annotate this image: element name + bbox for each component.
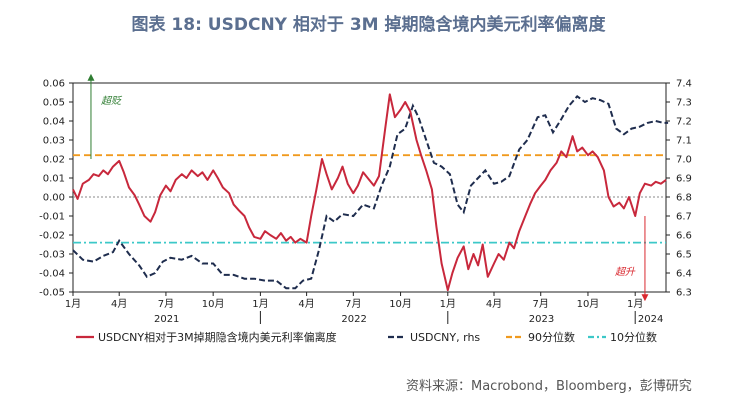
x-tick-label: 7月 [533,298,549,310]
right-tick-label: 6.9 [676,174,692,185]
left-tick-label: 0.03 [43,136,65,147]
left-tick-label: 0.05 [43,98,65,109]
right-axis: 7.4 7.3 7.2 7.1 7.0 6.9 6.8 6.7 6.6 6.5 6.4 6.3 [666,79,692,299]
legend: USDCNY相对于3M掉期隐含境内美元利率偏离度 USDCNY, rhs 90分位数… [76,330,657,344]
left-tick-label: -0.03 [39,250,65,261]
left-tick-label: -0.04 [39,269,65,280]
usdcny-series-line [72,94,669,290]
x-tick-label: 1月 [65,298,81,310]
right-tick-label: 7.2 [676,117,692,128]
deviation-series-line [72,93,667,292]
x-tick-label: 1月 [440,298,456,310]
left-tick-label: -0.05 [39,288,65,299]
x-tick-label: 1月 [252,298,268,310]
right-tick-label: 6.7 [676,212,692,223]
left-tick-label: 0.01 [43,174,65,185]
x-tick-label: 7月 [345,298,361,310]
right-tick-label: 6.4 [676,269,692,280]
chart-title: 图表 18: USDCNY 相对于 3M 掉期隐含境内美元利率偏离度 [131,15,606,35]
x-tick-label: 10月 [389,298,412,310]
rich-annotation: 超贬 [101,95,123,107]
year-label: 2021 [154,314,179,325]
left-axis: 0.06 0.05 0.04 0.03 0.02 0.01 0.00 -0.01 -0.02 -0… [39,79,73,299]
x-tick-label: 7月 [158,298,174,310]
cheap-annotation: 超升 [615,266,636,278]
legend-label: 10分位数 [610,330,657,344]
legend-label: 90分位数 [528,330,575,344]
year-labels: 2021 2022 2023 2024 [154,311,663,325]
left-tick-label: 0.00 [43,193,65,204]
x-tick-label: 4月 [298,298,314,310]
left-tick-label: -0.01 [39,212,65,223]
x-tick-label: 1月 [627,298,643,310]
year-label: 2024 [638,314,663,325]
plot-frame [72,82,667,293]
left-tick-label: 0.06 [43,79,65,90]
series-lines [72,93,669,292]
right-tick-label: 7.4 [676,79,692,90]
x-tick-label: 4月 [111,298,127,310]
year-label: 2023 [529,314,554,325]
year-label: 2022 [341,314,366,325]
legend-label: USDCNY相对于3M掉期隐含境内美元利率偏离度 [98,330,337,344]
left-tick-label: 0.04 [43,117,65,128]
x-tick-label: 10月 [202,298,225,310]
left-tick-label: 0.02 [43,155,65,166]
legend-label: USDCNY, rhs [410,331,480,344]
x-tick-label: 10月 [577,298,600,310]
right-tick-label: 7.1 [676,136,692,147]
right-tick-label: 7.0 [676,155,692,166]
left-tick-label: -0.02 [39,231,65,242]
right-tick-label: 6.5 [676,250,692,261]
source-note: 资料来源：Macrobond，Bloomberg，彭博研究 [406,379,692,394]
x-tick-label: 4月 [486,298,502,310]
right-tick-label: 6.8 [676,193,692,204]
x-axis: 1月 4月 7月 10月 1月 4月 7月 10月 1月 4月 7月 10月 1月 [65,292,643,310]
right-tick-label: 6.6 [676,231,692,242]
right-tick-label: 7.3 [676,98,692,109]
right-tick-label: 6.3 [676,288,692,299]
